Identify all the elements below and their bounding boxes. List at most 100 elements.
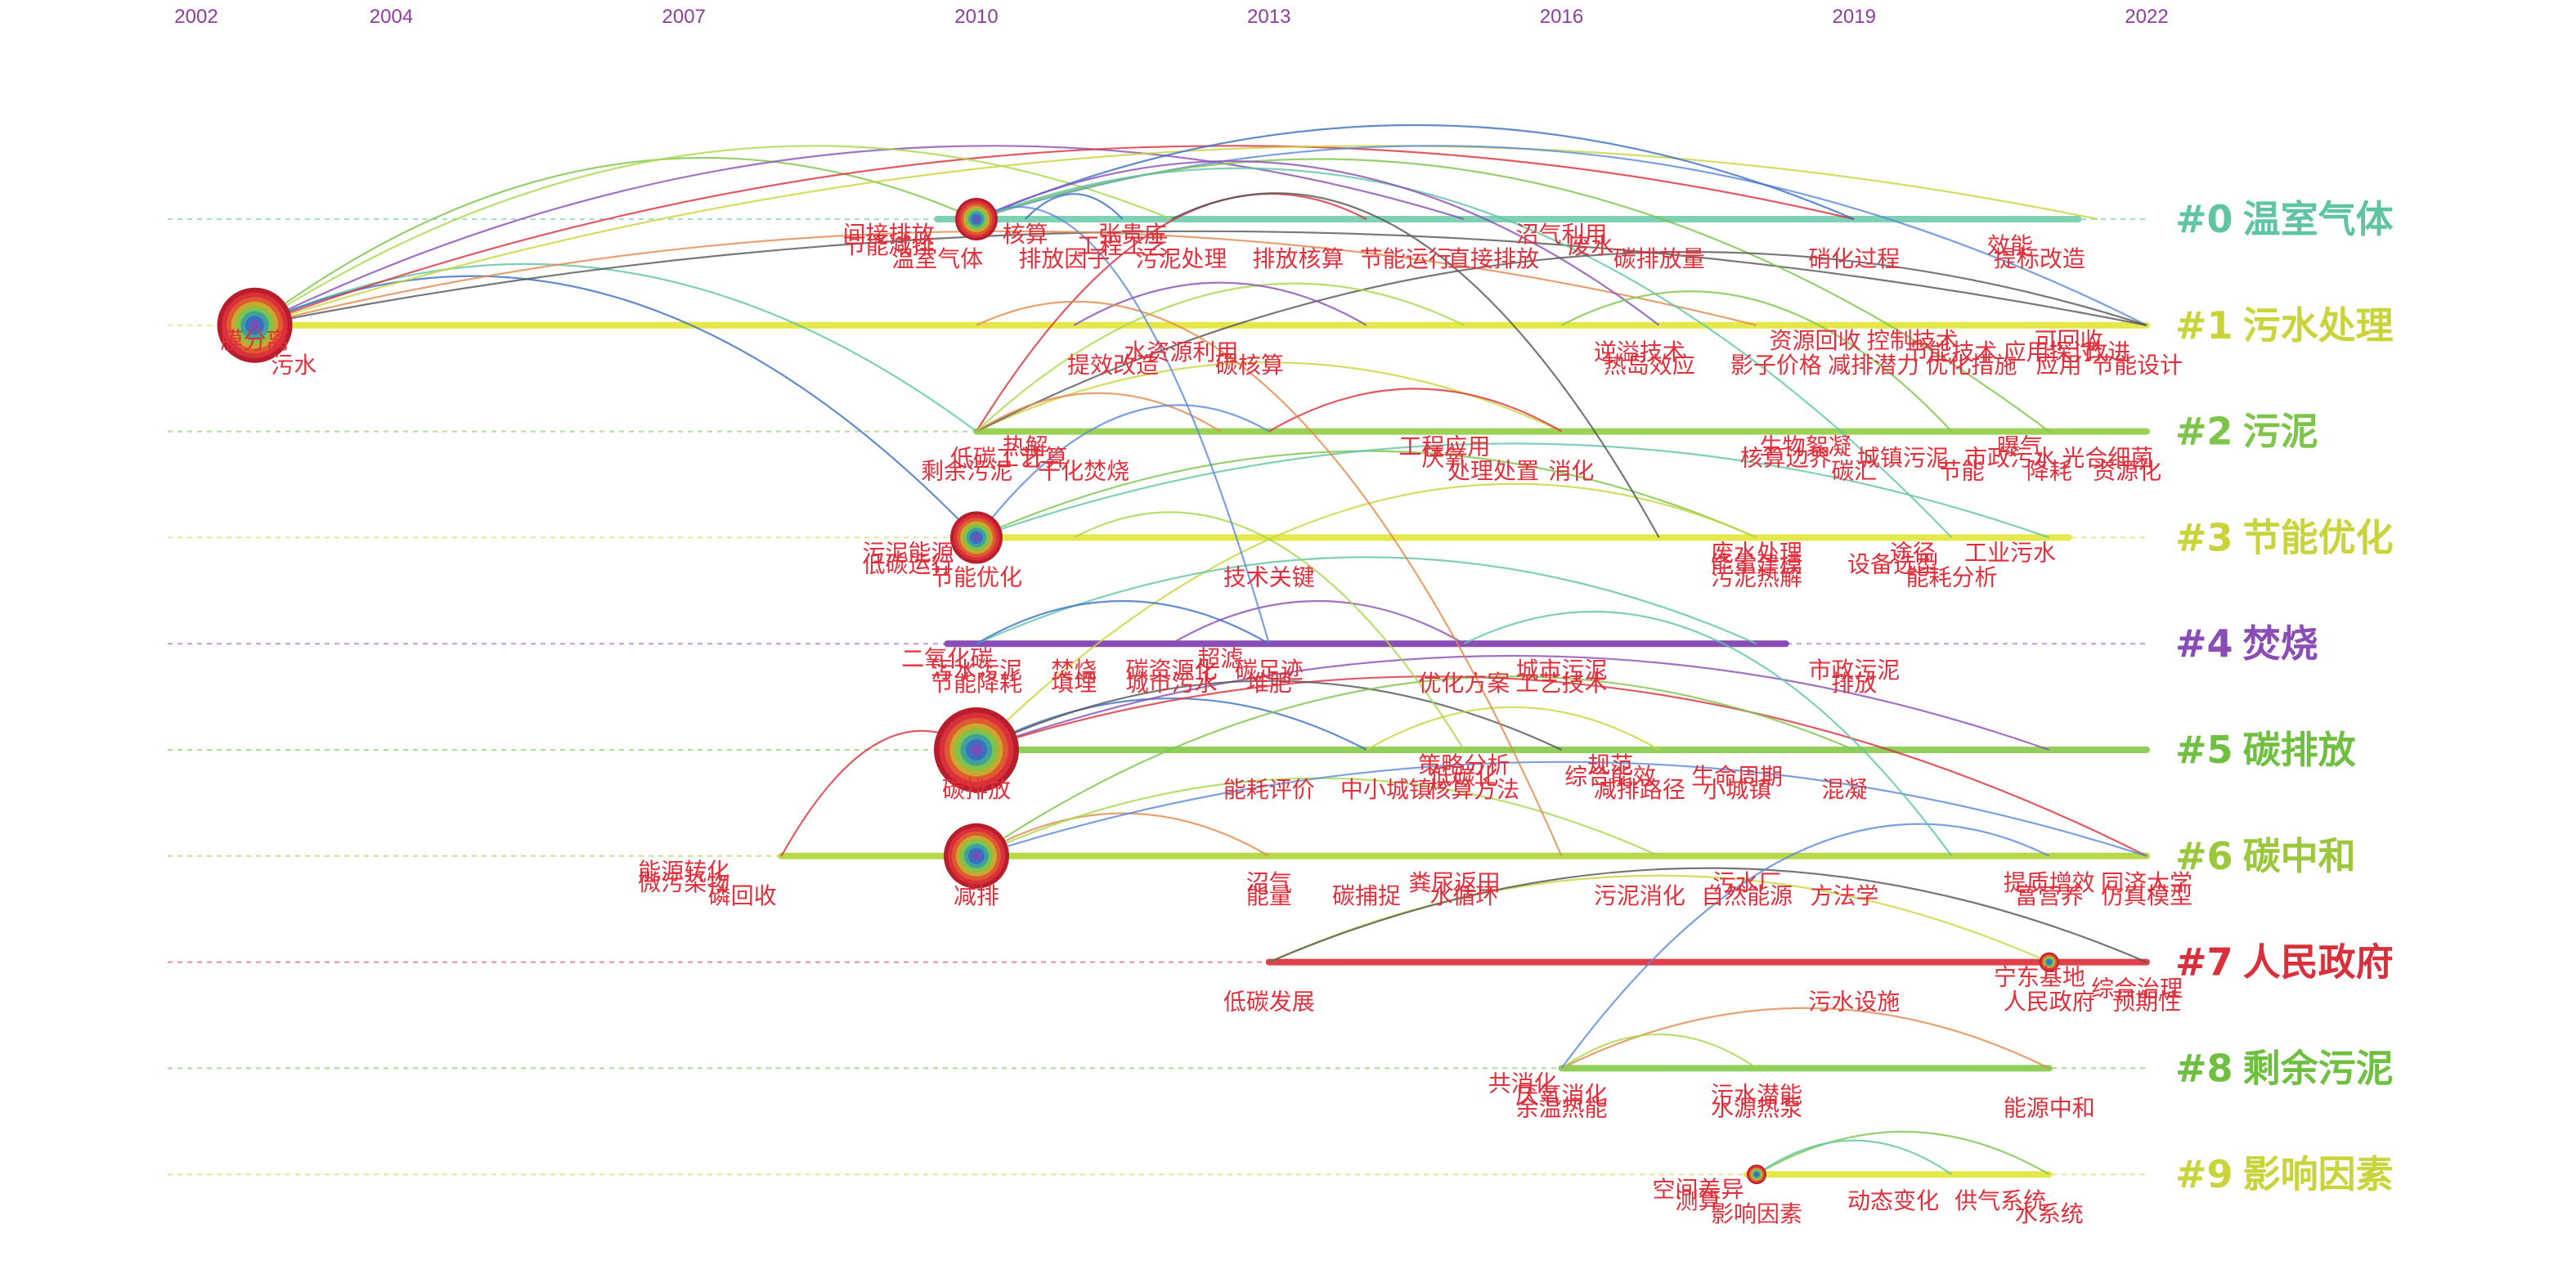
- keyword-label[interactable]: 同济大学: [2101, 869, 2192, 896]
- keyword-label[interactable]: 宁东基地: [1994, 964, 2085, 991]
- keyword-label[interactable]: 碳捕捉: [1332, 882, 1401, 909]
- keyword-label[interactable]: 影响因素: [1711, 1200, 1802, 1227]
- keyword-label[interactable]: 提质增效: [2004, 869, 2095, 896]
- cluster-label[interactable]: #2 污泥: [2175, 410, 2318, 454]
- keyword-label[interactable]: 废水: [1568, 232, 1613, 259]
- keyword-label[interactable]: 资源化: [2093, 458, 2161, 485]
- keyword-label[interactable]: 动态变化: [1847, 1187, 1939, 1214]
- keyword-label[interactable]: 污水潜能: [1711, 1081, 1802, 1108]
- keyword-label[interactable]: 磷回收: [708, 882, 777, 909]
- keyword-label[interactable]: 处理处置: [1447, 458, 1539, 485]
- keyword-label[interactable]: 核算方法: [1428, 776, 1519, 803]
- keyword-label[interactable]: 废水处理: [1711, 539, 1802, 566]
- keyword-label[interactable]: 微污染物: [638, 869, 729, 896]
- keyword-label[interactable]: 剩余污泥: [921, 458, 1012, 485]
- keyword-label[interactable]: 城镇污泥: [1857, 445, 1949, 472]
- keyword-label[interactable]: 核算: [1003, 221, 1048, 248]
- keyword-label[interactable]: 空间差异: [1652, 1176, 1744, 1203]
- keyword-label[interactable]: 影子价格: [1730, 352, 1822, 379]
- keyword-label[interactable]: 节能优化: [931, 563, 1022, 590]
- keyword-label[interactable]: 节能: [1938, 458, 1984, 485]
- keyword-label[interactable]: 填埋: [1051, 670, 1097, 697]
- keyword-label[interactable]: 控制技术: [1867, 327, 1959, 354]
- keyword-label[interactable]: 节能技术: [1905, 339, 1997, 366]
- keyword-label[interactable]: 中小城镇: [1340, 776, 1432, 803]
- keyword-label[interactable]: 城市污水: [1125, 670, 1217, 697]
- keyword-label[interactable]: 预期性: [2112, 989, 2181, 1016]
- keyword-label[interactable]: 排放因子: [1018, 245, 1110, 272]
- keyword-label[interactable]: 核算边界: [1740, 445, 1832, 472]
- citation-node[interactable]: [934, 707, 1019, 792]
- keyword-label[interactable]: 污泥消化: [1594, 882, 1685, 909]
- cluster-label[interactable]: #3 节能优化: [2175, 515, 2394, 559]
- keyword-label[interactable]: 综合能效: [1564, 763, 1656, 790]
- citation-node[interactable]: [950, 511, 1003, 564]
- keyword-label[interactable]: 水系统: [2015, 1200, 2084, 1227]
- keyword-label[interactable]: 污水: [271, 352, 316, 379]
- keyword-label[interactable]: 优化措施: [1925, 352, 2017, 379]
- keyword-label[interactable]: 沼气利用: [1515, 221, 1607, 248]
- keyword-label[interactable]: 能耗分析: [1905, 563, 1997, 590]
- cluster-label[interactable]: #1 污水处理: [2175, 303, 2394, 348]
- keyword-label[interactable]: 测算: [1675, 1187, 1721, 1214]
- keyword-label[interactable]: 焚烧: [1051, 657, 1097, 684]
- keyword-label[interactable]: 污水设施: [1808, 989, 1900, 1016]
- keyword-label[interactable]: 综合治理: [2091, 976, 2183, 1003]
- keyword-label[interactable]: 厌氧: [1421, 445, 1467, 472]
- keyword-label[interactable]: 水循环: [1429, 882, 1498, 909]
- keyword-label[interactable]: 供气系统: [1954, 1187, 2046, 1214]
- keyword-label[interactable]: 减排潜力: [1828, 352, 1919, 379]
- keyword-label[interactable]: 能耗评价: [1223, 776, 1315, 803]
- keyword-label[interactable]: 低碳工艺: [950, 445, 1042, 472]
- keyword-label[interactable]: 节能运行: [1360, 245, 1452, 272]
- keyword-label[interactable]: 工艺技术: [1515, 670, 1607, 697]
- keyword-label[interactable]: 提效改造: [1067, 352, 1159, 379]
- keyword-label[interactable]: 资源回收: [1770, 327, 1861, 354]
- keyword-label[interactable]: 低碳发展: [1223, 989, 1315, 1016]
- keyword-label[interactable]: 硝化过程: [1808, 245, 1900, 272]
- keyword-label[interactable]: 生物絮凝: [1760, 433, 1851, 460]
- keyword-label[interactable]: 碳排放: [942, 776, 1011, 803]
- keyword-label[interactable]: 碳足迹: [1235, 657, 1304, 684]
- keyword-label[interactable]: 能源转化: [638, 858, 729, 885]
- keyword-label[interactable]: 消化: [1548, 458, 1594, 485]
- keyword-label[interactable]: 方法学: [1810, 882, 1878, 909]
- keyword-label[interactable]: 应用: [2036, 352, 2082, 379]
- cluster-label[interactable]: #4 焚烧: [2175, 621, 2318, 666]
- citation-node[interactable]: [955, 198, 998, 240]
- keyword-label[interactable]: 提标改造: [1994, 245, 2085, 272]
- cluster-label[interactable]: #8 剩余污泥: [2175, 1046, 2394, 1090]
- keyword-label[interactable]: 水资源利用: [1124, 339, 1238, 366]
- keyword-label[interactable]: 减排路径: [1594, 776, 1685, 803]
- keyword-label[interactable]: 仿真模型: [2101, 882, 2192, 909]
- keyword-label[interactable]: 节能降耗: [931, 670, 1022, 697]
- keyword-label[interactable]: 热解: [1003, 433, 1048, 460]
- citation-node[interactable]: [944, 823, 1009, 889]
- keyword-label[interactable]: 水源热泵: [1711, 1094, 1802, 1121]
- keyword-label[interactable]: 曝气: [1997, 433, 2043, 460]
- keyword-label[interactable]: 工业污水: [1964, 539, 2056, 566]
- keyword-label[interactable]: 间接排放: [843, 221, 935, 248]
- keyword-label[interactable]: 直接排放: [1447, 245, 1539, 272]
- keyword-label[interactable]: 生命周期: [1691, 763, 1783, 790]
- keyword-label[interactable]: 降耗: [2026, 458, 2072, 485]
- keyword-label[interactable]: 污水污泥: [931, 657, 1022, 684]
- keyword-label[interactable]: 途径: [1890, 539, 1936, 566]
- cluster-label[interactable]: #9 影响因素: [2175, 1152, 2394, 1196]
- keyword-label[interactable]: 工程工艺: [1077, 232, 1169, 259]
- cluster-label[interactable]: #5 碳排放: [2175, 728, 2356, 772]
- citation-node[interactable]: [2039, 952, 2059, 972]
- keyword-label[interactable]: 市政污泥: [1808, 657, 1900, 684]
- keyword-label[interactable]: 碳汇: [1831, 458, 1877, 485]
- keyword-label[interactable]: 光合细菌: [2062, 445, 2153, 472]
- keyword-label[interactable]: 自然能源: [1701, 882, 1793, 909]
- cluster-label[interactable]: #0 温室气体: [2175, 197, 2394, 241]
- keyword-label[interactable]: 污泥能源: [863, 539, 954, 566]
- keyword-label[interactable]: 温室气体: [891, 245, 983, 272]
- keyword-label[interactable]: 计算: [1021, 445, 1067, 472]
- keyword-label[interactable]: 沼气: [1246, 869, 1292, 896]
- keyword-label[interactable]: 堆肥: [1246, 670, 1292, 697]
- keyword-label[interactable]: 节能减排: [843, 232, 935, 259]
- keyword-label[interactable]: 排放: [1831, 670, 1877, 697]
- keyword-label[interactable]: 规范: [1587, 751, 1633, 778]
